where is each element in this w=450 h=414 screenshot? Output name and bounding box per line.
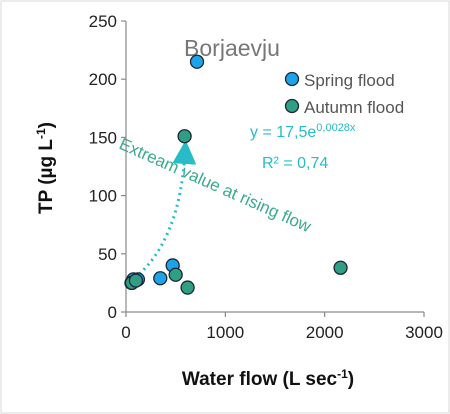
y-tick-label: 250: [89, 12, 117, 31]
legend-label: Spring flood: [304, 71, 395, 90]
equation: y = 17,5e0,0028x: [250, 122, 356, 141]
legend-marker: [284, 98, 300, 114]
y-axis-label: TP (µg L-1): [34, 122, 57, 214]
x-axis-label: Water flow (L sec-1): [182, 367, 354, 390]
point: [128, 273, 144, 288]
annotation-arrow: [134, 140, 197, 280]
point: [189, 54, 205, 69]
y-tick-label: 150: [89, 128, 117, 147]
y-tick-label: 200: [89, 70, 117, 89]
legend-marker: [284, 71, 300, 87]
x-tick-label: 3000: [405, 323, 443, 342]
y-tick-label: 50: [98, 245, 117, 264]
legend-label: Autumn flood: [304, 98, 404, 117]
point: [180, 280, 195, 295]
point: [168, 267, 183, 282]
x-tick-label: 1000: [206, 323, 244, 342]
y-tick-label: 100: [89, 187, 117, 206]
x-tick-label: 0: [121, 323, 130, 342]
y-tick-label: 0: [108, 303, 117, 322]
point: [177, 129, 192, 144]
point: [333, 260, 348, 275]
x-tick-label: 2000: [306, 323, 344, 342]
r-squared: R² = 0,74: [262, 155, 328, 172]
point: [153, 271, 168, 286]
